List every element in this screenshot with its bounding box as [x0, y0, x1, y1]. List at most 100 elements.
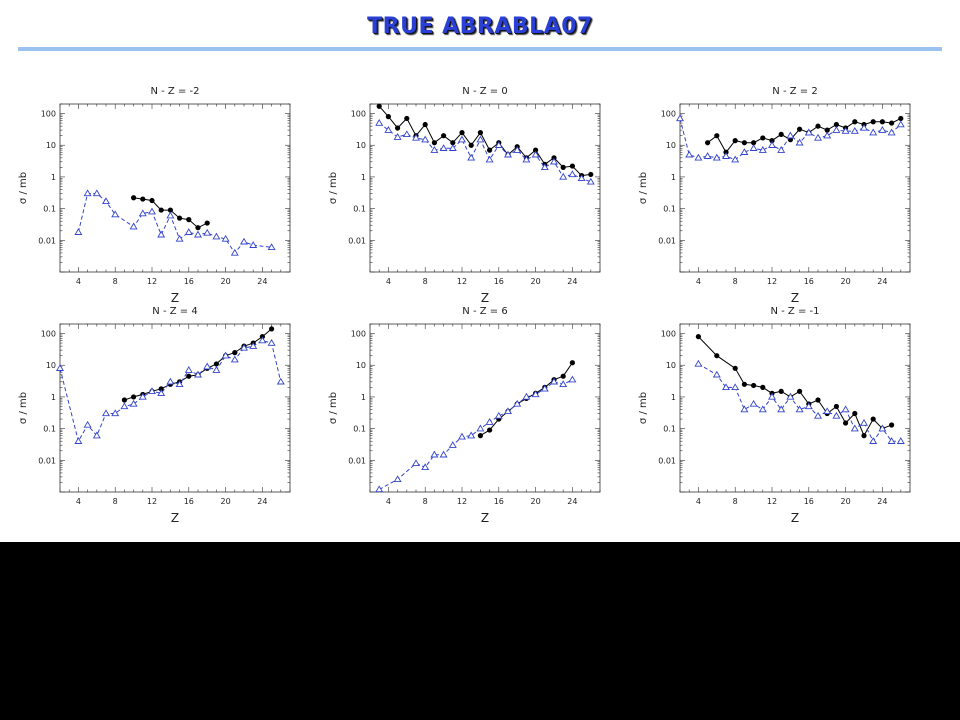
data-point	[131, 195, 137, 201]
model-point	[448, 441, 457, 448]
data-point	[376, 103, 382, 109]
model-point	[731, 155, 740, 163]
model-point	[559, 380, 568, 388]
model-point	[823, 407, 832, 415]
model-point	[869, 437, 878, 444]
data-point	[714, 353, 720, 359]
data-point	[852, 119, 858, 125]
model-series-line	[77, 193, 272, 254]
model-point	[768, 392, 776, 400]
y-tick-label: 100	[351, 330, 366, 339]
model-point	[430, 146, 439, 153]
data-series-line	[707, 117, 902, 154]
data-point	[186, 217, 192, 223]
data-point	[797, 126, 803, 132]
model-point	[832, 126, 841, 133]
model-point	[758, 146, 767, 153]
x-tick-label: 20	[841, 277, 851, 286]
data-point	[167, 207, 173, 213]
model-point	[240, 343, 248, 351]
y-axis-label: σ / mb	[328, 392, 339, 424]
model-point	[777, 405, 786, 413]
model-point	[138, 392, 147, 400]
y-tick-label: 10	[666, 141, 676, 150]
y-tick-label: 0.1	[353, 205, 366, 214]
data-point	[269, 326, 275, 332]
data-point	[879, 119, 886, 125]
model-point	[120, 402, 129, 410]
model-point	[568, 375, 577, 383]
model-point	[412, 133, 420, 141]
x-tick-label: 12	[767, 277, 777, 286]
model-point	[111, 409, 120, 417]
data-point	[714, 133, 720, 139]
model-point	[203, 228, 212, 236]
model-point	[896, 120, 905, 128]
data-point	[695, 334, 702, 340]
x-axis-label: Z	[171, 511, 179, 525]
data-point	[870, 416, 876, 422]
model-point	[860, 123, 868, 131]
x-axis-label: Z	[171, 291, 179, 305]
model-point	[540, 163, 549, 171]
model-point	[221, 234, 230, 242]
data-point	[778, 131, 784, 137]
model-point	[731, 383, 740, 391]
data-point	[760, 135, 766, 141]
model-point	[102, 197, 110, 205]
model-point	[74, 228, 83, 235]
model-point	[850, 424, 859, 432]
x-tick-label: 8	[733, 277, 738, 286]
data-point	[441, 133, 447, 139]
y-tick-label: 10	[666, 361, 676, 370]
plot-frame	[369, 103, 601, 273]
model-point	[896, 437, 905, 444]
x-tick-label: 4	[696, 277, 701, 286]
model-point	[749, 399, 758, 407]
data-series-line	[378, 105, 591, 177]
model-point	[258, 336, 267, 344]
model-point	[550, 157, 558, 165]
model-point	[166, 377, 175, 385]
data-point	[824, 127, 830, 133]
data-point	[131, 394, 137, 400]
data-point	[843, 420, 849, 426]
model-point	[531, 150, 540, 158]
model-point	[795, 405, 804, 413]
model-point	[56, 364, 64, 371]
y-tick-label: 10	[46, 141, 56, 150]
model-point	[878, 424, 887, 432]
model-point	[550, 377, 558, 385]
x-axis-label: Z	[791, 291, 799, 305]
y-tick-label: 100	[351, 110, 366, 119]
data-point	[158, 386, 164, 392]
data-point	[705, 140, 711, 146]
y-tick-label: 0.01	[658, 456, 676, 465]
data-point	[569, 360, 576, 366]
x-tick-label: 16	[184, 497, 194, 506]
model-point	[768, 141, 776, 148]
model-point	[522, 392, 531, 400]
x-axis-label: Z	[481, 291, 489, 305]
data-point	[769, 138, 775, 144]
model-point	[148, 387, 156, 395]
panel-title: N - Z = 4	[152, 306, 197, 317]
data-point	[588, 171, 594, 178]
model-point	[712, 153, 721, 161]
bottom-black-band	[0, 542, 960, 720]
model-series-line	[59, 340, 282, 443]
y-tick-label: 0.01	[348, 456, 366, 465]
slide-title: TRUE ABRABLA07	[367, 14, 593, 39]
data-point	[186, 373, 192, 379]
model-point	[467, 153, 476, 161]
model-point	[513, 399, 522, 407]
model-point	[267, 339, 276, 346]
model-point	[504, 150, 512, 158]
model-point	[795, 138, 804, 146]
data-point	[450, 140, 456, 146]
x-tick-label: 24	[567, 497, 577, 506]
y-tick-label: 1	[51, 393, 56, 402]
y-tick-label: 0.01	[658, 236, 676, 245]
y-tick-label: 1	[361, 173, 366, 182]
model-point	[175, 380, 184, 388]
